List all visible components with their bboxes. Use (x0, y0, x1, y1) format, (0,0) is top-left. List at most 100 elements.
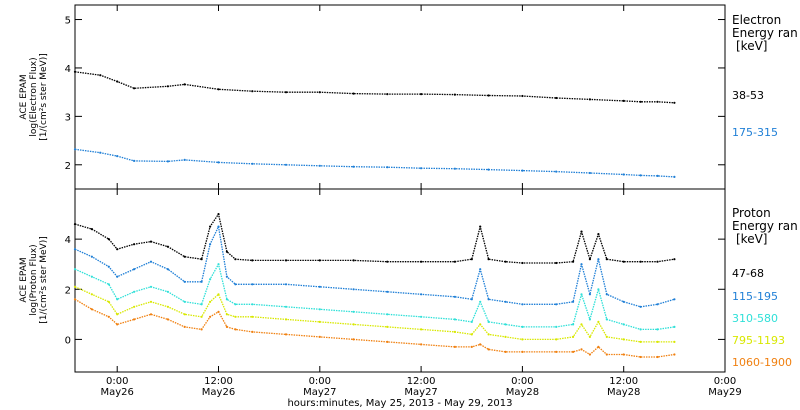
data-point-38-53 (318, 91, 321, 94)
data-point-310-580 (605, 318, 608, 321)
data-point-115-195 (200, 280, 203, 283)
data-point-175-315 (99, 151, 102, 154)
data-point-115-195 (479, 268, 482, 271)
data-point-47-68 (572, 260, 575, 263)
data-point-47-68 (149, 240, 153, 243)
electron-ylabel-line2: log(Electron Flux) (29, 57, 39, 136)
data-point-47-68 (673, 258, 676, 261)
data-point-310-580 (352, 310, 355, 313)
data-point-115-195 (597, 258, 600, 261)
data-point-1060-1900 (318, 335, 321, 338)
data-point-310-580 (504, 323, 507, 326)
data-point-1060-1900 (555, 350, 558, 353)
electron-legend-title-2: Energy ran (732, 26, 798, 40)
data-point-38-53 (420, 93, 423, 96)
data-point-1060-1900 (572, 350, 575, 353)
data-point-310-580 (200, 303, 203, 306)
data-point-795-1193 (605, 335, 608, 338)
data-point-1060-1900 (107, 315, 110, 318)
y-tick-label: 5 (65, 16, 71, 27)
data-point-115-195 (521, 303, 524, 306)
data-point-795-1193 (107, 300, 110, 303)
data-point-38-53 (555, 96, 558, 100)
data-point-1060-1900 (580, 348, 583, 351)
electron-ylabel-line3: [1/(cm²s ster MeV)] (39, 53, 49, 140)
electron-legend-title-3: [keV] (736, 39, 767, 53)
data-point-115-195 (183, 280, 186, 283)
data-point-795-1193 (622, 338, 625, 341)
electron-legend-title-1: Electron (732, 13, 781, 27)
data-point-1060-1900 (73, 298, 77, 301)
data-point-47-68 (166, 245, 169, 248)
data-point-47-68 (133, 243, 136, 246)
x-tick-label-time: 0:00 (106, 376, 128, 387)
data-point-795-1193 (673, 340, 676, 343)
data-point-310-580 (133, 290, 136, 293)
data-point-175-315 (656, 174, 659, 177)
data-point-38-53 (116, 80, 119, 83)
data-point-310-580 (251, 303, 254, 306)
data-point-38-53 (183, 83, 186, 86)
data-point-47-68 (90, 228, 93, 231)
data-point-47-68 (479, 225, 482, 228)
data-point-795-1193 (588, 335, 592, 338)
data-point-310-580 (107, 283, 110, 286)
y-tick-label: 4 (65, 64, 71, 75)
data-point-310-580 (318, 308, 321, 311)
data-point-47-68 (318, 259, 321, 262)
series-line-38-53 (74, 71, 675, 104)
data-point-175-315 (284, 163, 288, 166)
data-point-115-195 (656, 303, 659, 306)
data-point-115-195 (386, 290, 389, 293)
data-point-47-68 (504, 260, 507, 263)
data-point-175-315 (116, 155, 119, 158)
data-point-115-195 (580, 263, 583, 266)
data-point-47-68 (200, 258, 203, 261)
y-tick-label: 4 (65, 235, 71, 246)
data-point-175-315 (588, 171, 592, 175)
data-point-38-53 (673, 101, 676, 104)
data-point-795-1193 (420, 328, 423, 331)
data-point-175-315 (622, 173, 625, 176)
data-point-310-580 (420, 315, 423, 318)
data-point-115-195 (470, 298, 473, 301)
legend-38-53: 38-53 (732, 89, 764, 102)
data-point-38-53 (352, 92, 355, 95)
data-point-795-1193 (217, 293, 220, 296)
data-point-38-53 (453, 93, 456, 96)
data-point-47-68 (284, 259, 288, 262)
data-point-175-315 (73, 148, 77, 151)
data-point-47-68 (116, 248, 119, 251)
data-point-47-68 (251, 259, 254, 262)
data-point-47-68 (217, 213, 220, 216)
data-point-1060-1900 (251, 330, 254, 333)
data-point-175-315 (453, 167, 456, 170)
data-point-310-580 (166, 290, 169, 293)
x-tick-label-date: May28 (607, 387, 640, 398)
data-point-795-1193 (209, 300, 212, 303)
data-point-1060-1900 (352, 338, 355, 341)
x-tick-label-date: May26 (202, 387, 235, 398)
data-point-115-195 (639, 305, 642, 308)
data-point-310-580 (639, 328, 642, 331)
data-point-1060-1900 (521, 350, 524, 353)
data-point-795-1193 (251, 315, 254, 318)
legend-47-68: 47-68 (732, 267, 764, 280)
data-point-1060-1900 (386, 340, 389, 343)
x-tick-label-time: 0:00 (309, 376, 331, 387)
x-tick-label-time: 12:00 (407, 376, 436, 387)
proton-legend-title-3: [keV] (736, 232, 767, 246)
electron-ylabel-line1: ACE EPAM (19, 74, 29, 119)
x-tick-label-time: 12:00 (609, 376, 638, 387)
x-tick-label-date: May27 (303, 387, 336, 398)
data-point-115-195 (107, 265, 110, 268)
data-point-47-68 (470, 258, 473, 261)
data-point-1060-1900 (116, 323, 119, 326)
data-point-115-195 (225, 275, 228, 278)
data-point-47-68 (386, 260, 389, 263)
legend-115-195: 115-195 (732, 290, 778, 303)
data-point-795-1193 (487, 333, 490, 336)
data-point-310-580 (73, 268, 77, 271)
y-tick-label: 0 (65, 335, 71, 346)
data-point-1060-1900 (479, 343, 482, 346)
